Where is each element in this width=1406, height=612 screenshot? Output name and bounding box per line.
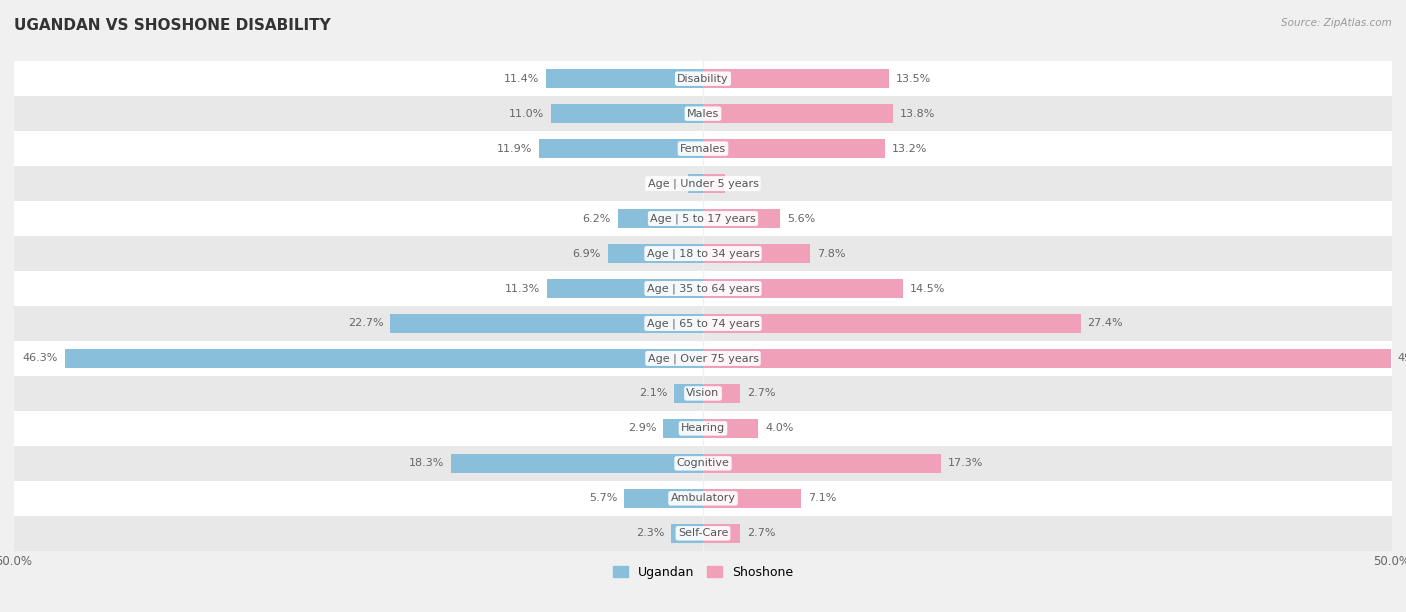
Text: 13.2%: 13.2%	[891, 144, 927, 154]
Text: UGANDAN VS SHOSHONE DISABILITY: UGANDAN VS SHOSHONE DISABILITY	[14, 18, 330, 34]
Bar	[703, 489, 801, 508]
Text: Vision: Vision	[686, 389, 720, 398]
Bar	[391, 314, 703, 333]
Text: 11.3%: 11.3%	[505, 283, 540, 294]
Text: Females: Females	[681, 144, 725, 154]
Bar	[624, 489, 703, 508]
Bar	[14, 271, 1392, 306]
Text: 27.4%: 27.4%	[1087, 318, 1123, 329]
Text: Age | 5 to 17 years: Age | 5 to 17 years	[650, 214, 756, 224]
Bar	[14, 481, 1392, 516]
Bar	[703, 314, 1081, 333]
Bar	[65, 349, 703, 368]
Text: 1.6%: 1.6%	[733, 179, 761, 188]
Text: Disability: Disability	[678, 73, 728, 84]
Bar	[703, 69, 889, 88]
Text: 11.4%: 11.4%	[503, 73, 538, 84]
Text: 7.8%: 7.8%	[817, 248, 846, 258]
Bar	[671, 524, 703, 543]
Text: Source: ZipAtlas.com: Source: ZipAtlas.com	[1281, 18, 1392, 28]
Bar	[547, 279, 703, 298]
Text: Age | 18 to 34 years: Age | 18 to 34 years	[647, 248, 759, 259]
Bar	[703, 349, 1391, 368]
Bar	[703, 419, 758, 438]
Bar	[14, 201, 1392, 236]
Bar	[703, 524, 740, 543]
Legend: Ugandan, Shoshone: Ugandan, Shoshone	[607, 561, 799, 584]
Bar	[14, 61, 1392, 96]
Text: 6.2%: 6.2%	[582, 214, 610, 223]
Text: 22.7%: 22.7%	[347, 318, 384, 329]
Bar	[688, 174, 703, 193]
Bar	[538, 139, 703, 159]
Bar	[703, 384, 740, 403]
Bar	[664, 419, 703, 438]
Text: Age | Under 5 years: Age | Under 5 years	[648, 178, 758, 189]
Text: 13.5%: 13.5%	[896, 73, 931, 84]
Bar	[703, 104, 893, 123]
Text: 2.9%: 2.9%	[627, 424, 657, 433]
Text: 11.0%: 11.0%	[509, 109, 544, 119]
Text: 2.3%: 2.3%	[636, 528, 665, 539]
Bar	[14, 166, 1392, 201]
Text: Cognitive: Cognitive	[676, 458, 730, 468]
Text: 1.1%: 1.1%	[652, 179, 681, 188]
Bar	[607, 244, 703, 263]
Bar	[14, 306, 1392, 341]
Text: Age | Over 75 years: Age | Over 75 years	[648, 353, 758, 364]
Text: 11.9%: 11.9%	[496, 144, 531, 154]
Bar	[703, 244, 810, 263]
Bar	[703, 174, 725, 193]
Bar	[14, 96, 1392, 131]
Bar	[546, 69, 703, 88]
Text: 17.3%: 17.3%	[948, 458, 984, 468]
Bar	[703, 139, 884, 159]
Text: 5.7%: 5.7%	[589, 493, 617, 503]
Text: 46.3%: 46.3%	[22, 354, 58, 364]
Bar	[14, 341, 1392, 376]
Text: 2.1%: 2.1%	[638, 389, 668, 398]
Text: 49.9%: 49.9%	[1398, 354, 1406, 364]
Text: Males: Males	[688, 109, 718, 119]
Bar	[551, 104, 703, 123]
Bar	[14, 411, 1392, 446]
Bar	[617, 209, 703, 228]
Bar	[673, 384, 703, 403]
Bar	[14, 376, 1392, 411]
Bar	[14, 236, 1392, 271]
Text: 6.9%: 6.9%	[572, 248, 600, 258]
Text: Hearing: Hearing	[681, 424, 725, 433]
Bar	[703, 279, 903, 298]
Text: Age | 65 to 74 years: Age | 65 to 74 years	[647, 318, 759, 329]
Text: 18.3%: 18.3%	[409, 458, 444, 468]
Text: 4.0%: 4.0%	[765, 424, 793, 433]
Bar	[14, 131, 1392, 166]
Bar	[703, 453, 942, 473]
Text: 7.1%: 7.1%	[807, 493, 837, 503]
Bar	[451, 453, 703, 473]
Text: 5.6%: 5.6%	[787, 214, 815, 223]
Bar	[703, 209, 780, 228]
Text: 2.7%: 2.7%	[747, 389, 776, 398]
Text: 13.8%: 13.8%	[900, 109, 935, 119]
Text: 2.7%: 2.7%	[747, 528, 776, 539]
Text: Age | 35 to 64 years: Age | 35 to 64 years	[647, 283, 759, 294]
Text: Ambulatory: Ambulatory	[671, 493, 735, 503]
Bar	[14, 446, 1392, 481]
Text: Self-Care: Self-Care	[678, 528, 728, 539]
Bar	[14, 516, 1392, 551]
Text: 14.5%: 14.5%	[910, 283, 945, 294]
